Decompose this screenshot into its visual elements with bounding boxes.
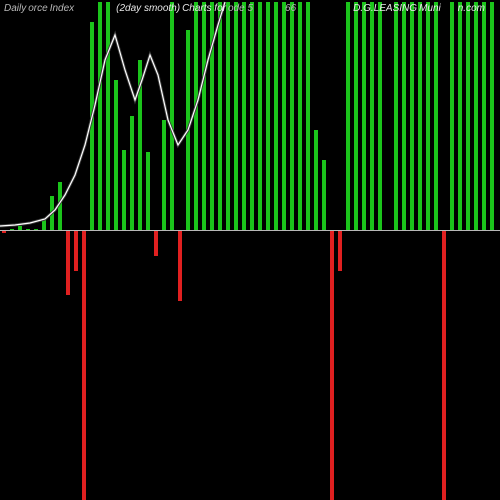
header-label-chartsfor: Charts for — [182, 3, 226, 14]
header-label-daily: Daily — [4, 3, 26, 14]
header-label-site: n.com — [458, 3, 485, 14]
price-line-layer — [0, 0, 500, 500]
chart-header: Daily orce Index (2day smooth) Charts fo… — [0, 0, 500, 16]
zero-line — [0, 230, 500, 231]
header-label-index: Index — [50, 3, 74, 14]
header-label-smooth: (2day smooth) — [116, 3, 180, 14]
force-index-chart — [0, 0, 500, 500]
header-label-num: 66 — [285, 3, 296, 14]
header-label-code: ode 5 — [228, 3, 253, 14]
header-label-muni: Muni — [419, 3, 441, 14]
header-label-ticker: D.G.LEASING — [353, 3, 417, 14]
header-label-force: orce — [28, 3, 47, 14]
